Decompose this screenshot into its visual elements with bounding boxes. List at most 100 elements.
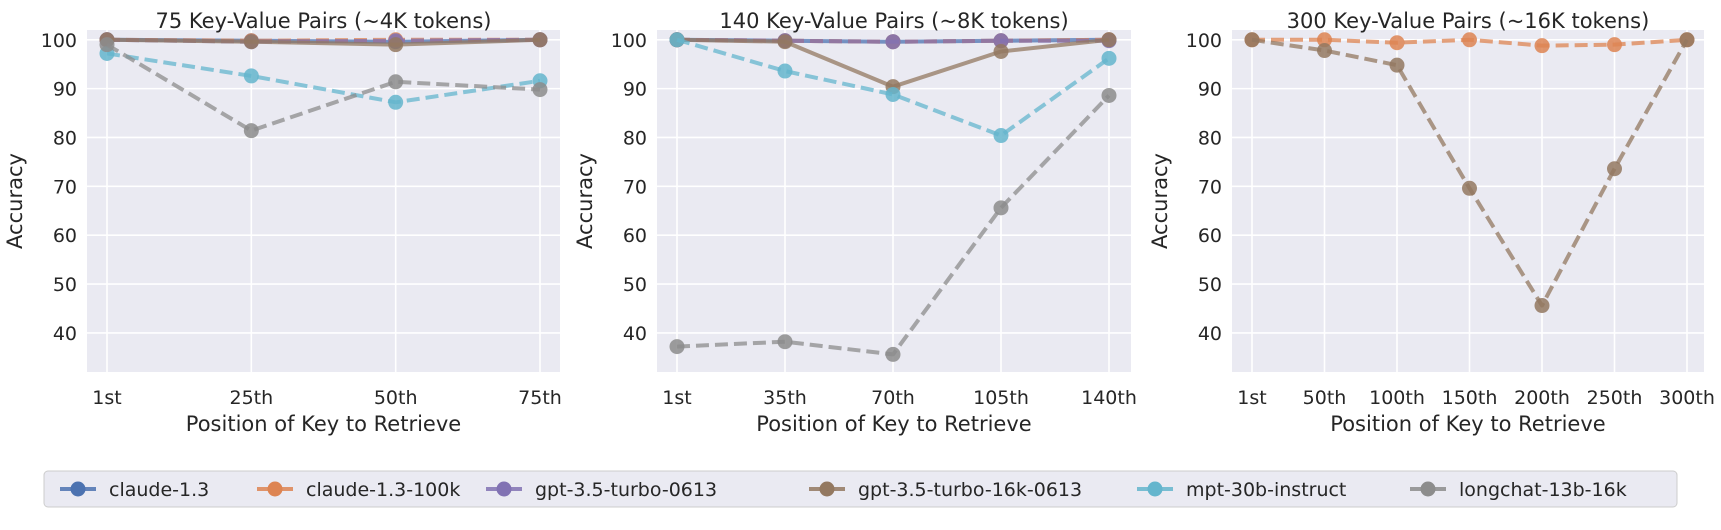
y-tick-label: 100 (611, 30, 647, 52)
data-point (243, 123, 259, 139)
data-point (669, 339, 685, 355)
y-tick-label: 90 (623, 79, 647, 101)
x-tick-label: 50th (1303, 387, 1347, 409)
data-point (993, 128, 1009, 144)
legend-item-gpt-3.5-turbo-0613: gpt-3.5-turbo-0613 (486, 479, 717, 501)
data-point (388, 94, 404, 110)
y-tick-label: 80 (53, 127, 77, 149)
data-point (1389, 57, 1405, 73)
series-longchat-13b-16k (669, 87, 1117, 362)
y-tick-label: 90 (1198, 79, 1222, 101)
y-tick-label: 70 (1198, 176, 1222, 198)
legend-label: gpt-3.5-turbo-0613 (535, 479, 717, 501)
y-tick-label: 100 (41, 30, 77, 52)
series-line (106, 51, 541, 105)
y-tick-label: 60 (1198, 225, 1222, 247)
data-point (885, 346, 901, 362)
x-tick-label: 100th (1369, 387, 1425, 409)
legend-swatch-marker (819, 481, 835, 497)
legend-item-claude-1.3: claude-1.3 (60, 479, 209, 501)
chart-panel-2: 40 50 60 70 80 90 100 1st 35th 70th 105th 140th 140 … (573, 9, 1137, 436)
series-longchat-13b-16k (99, 37, 548, 139)
x-tick-label: 35th (763, 387, 807, 409)
y-tick-label: 50 (53, 274, 77, 296)
data-point (1317, 32, 1332, 48)
x-axis-label: Position of Key to Retrieve (1330, 412, 1605, 436)
x-axis-label: Position of Key to Retrieve (756, 412, 1031, 436)
data-point (1534, 38, 1550, 54)
chart-title: 300 Key-Value Pairs (~16K tokens) (1287, 9, 1650, 33)
series-line (105, 42, 541, 133)
x-tick-label: 1st (662, 387, 691, 409)
data-point (1462, 180, 1477, 196)
data-point (243, 34, 259, 50)
data-point (1101, 32, 1117, 48)
series-line (676, 37, 1111, 138)
legend-label: claude-1.3 (109, 479, 209, 501)
legend-label: longchat-13b-16k (1459, 479, 1627, 501)
data-point (885, 86, 901, 102)
legend-item-mpt-30b-instruct: mpt-30b-instruct (1137, 479, 1346, 501)
legend-item-claude-1.3-100k: claude-1.3-100k (257, 479, 460, 501)
y-axis-label: Accuracy (573, 153, 597, 249)
data-point (99, 37, 115, 53)
series-mpt-30b-instruct (669, 32, 1117, 144)
plot-area (87, 30, 560, 372)
y-axis-label: Accuracy (3, 153, 27, 249)
data-point (1679, 32, 1695, 48)
y-tick-label: 90 (53, 79, 77, 101)
legend-item-gpt-3.5-turbo-16k-0613: gpt-3.5-turbo-16k-0613 (809, 479, 1082, 501)
y-tick-label: 100 (1186, 30, 1222, 52)
legend: claude-1.3 claude-1.3-100k gpt-3.5-turbo-0… (43, 470, 1678, 508)
y-tick-label: 60 (53, 225, 77, 247)
x-tick-label: 1st (92, 387, 121, 409)
y-axis-label: Accuracy (1148, 153, 1172, 249)
data-point (777, 334, 793, 350)
data-point (532, 82, 548, 98)
data-point (1389, 35, 1405, 51)
legend-swatch-marker (1147, 481, 1163, 497)
chart-title: 75 Key-Value Pairs (~4K tokens) (156, 9, 492, 33)
data-point (388, 37, 404, 53)
data-point (1101, 50, 1117, 66)
x-tick-label: 1st (1237, 387, 1266, 409)
x-tick-label: 300th (1659, 387, 1715, 409)
x-tick-label: 25th (229, 387, 273, 409)
chart-panel-1: 40 50 60 70 80 90 100 1st 25th 50th 75th 75 Key-Val… (3, 9, 562, 436)
x-tick-label: 75th (518, 387, 562, 409)
y-tick-label: 80 (623, 127, 647, 149)
x-tick-label: 50th (374, 387, 418, 409)
chart-title: 140 Key-Value Pairs (~8K tokens) (719, 9, 1068, 33)
x-tick-label: 140th (1081, 387, 1137, 409)
legend-label: mpt-30b-instruct (1186, 479, 1346, 501)
legend-item-longchat-13b-16k: longchat-13b-16k (1410, 479, 1627, 501)
y-tick-label: 40 (623, 323, 647, 345)
x-axis-label: Position of Key to Retrieve (186, 412, 461, 436)
legend-swatch-marker (496, 481, 512, 497)
data-point (388, 74, 404, 90)
data-point (1244, 32, 1260, 48)
data-point (993, 43, 1009, 59)
data-point (1317, 43, 1332, 59)
data-point (1607, 161, 1622, 177)
y-tick-label: 50 (1198, 274, 1222, 296)
y-tick-label: 50 (623, 274, 647, 296)
x-tick-label: 200th (1514, 387, 1570, 409)
data-point (1534, 298, 1550, 314)
y-tick-label: 70 (53, 176, 77, 198)
y-tick-label: 60 (623, 225, 647, 247)
x-tick-label: 150th (1442, 387, 1498, 409)
chart-panel-3: 40 50 60 70 80 90 100 1st 50th 100th 150th 200th 250… (1148, 9, 1715, 436)
data-point (669, 32, 685, 48)
data-point (243, 68, 259, 84)
data-point (1101, 87, 1117, 103)
y-tick-label: 40 (1198, 323, 1222, 345)
y-tick-label: 70 (623, 176, 647, 198)
y-tick-label: 80 (1198, 127, 1222, 149)
x-tick-label: 105th (973, 387, 1029, 409)
x-tick-label: 250th (1587, 387, 1643, 409)
data-point (777, 63, 793, 79)
data-point (532, 32, 548, 48)
legend-box (43, 470, 1678, 508)
